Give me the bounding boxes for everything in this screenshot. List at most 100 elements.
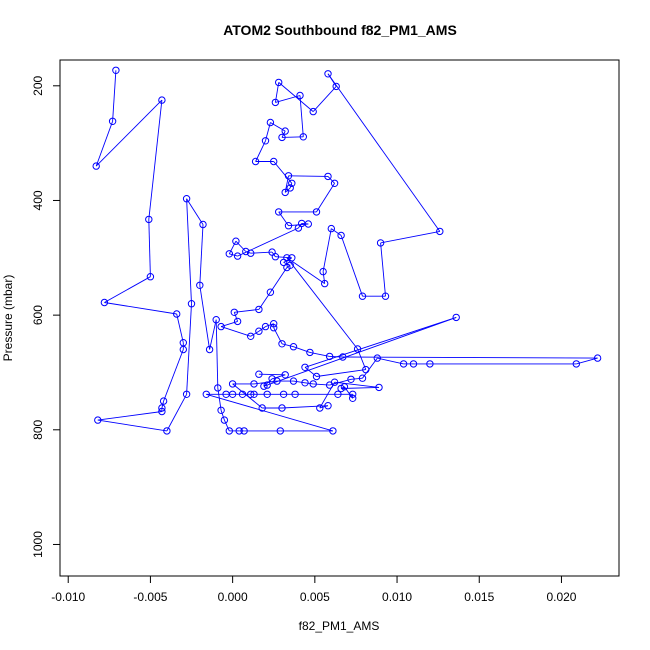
series-points — [92, 66, 602, 435]
data-point — [349, 390, 357, 398]
data-point — [159, 397, 168, 405]
series-segment — [271, 251, 276, 257]
data-point — [299, 133, 307, 141]
series-segment — [281, 343, 294, 348]
data-point — [196, 281, 204, 289]
series-segment — [95, 121, 114, 167]
data-point — [230, 308, 239, 316]
series-segment — [304, 316, 457, 368]
data-point — [301, 363, 309, 371]
data-point — [304, 220, 312, 228]
data-point — [270, 157, 278, 166]
series-segment — [350, 377, 363, 380]
data-point — [375, 383, 383, 392]
series-segment — [322, 228, 332, 272]
data-point — [225, 427, 234, 435]
data-point — [312, 208, 321, 216]
data-point — [324, 70, 332, 78]
data-point — [212, 316, 220, 324]
data-point — [327, 224, 335, 233]
data-point — [182, 390, 191, 398]
data-point — [225, 250, 234, 258]
data-point — [179, 345, 188, 354]
series-segment — [299, 95, 304, 137]
x-tick-label: 0.015 — [464, 590, 494, 604]
data-point — [258, 404, 266, 412]
series-segment — [275, 95, 301, 103]
data-point — [205, 345, 214, 354]
data-point — [158, 96, 166, 104]
data-point — [349, 394, 357, 402]
data-point — [309, 380, 317, 388]
data-point — [279, 258, 288, 267]
data-point — [182, 195, 191, 203]
data-point — [316, 404, 324, 412]
data-point — [92, 162, 100, 170]
data-point — [271, 98, 280, 107]
series-segment — [186, 303, 192, 395]
data-point — [268, 375, 276, 383]
data-point — [339, 353, 347, 361]
data-point — [233, 317, 242, 326]
data-point — [288, 179, 296, 188]
data-point — [238, 390, 247, 398]
series-segment — [217, 387, 222, 411]
data-point — [100, 298, 109, 307]
data-point — [284, 222, 293, 230]
data-point — [373, 354, 381, 362]
x-tick-label: -0.005 — [133, 590, 167, 604]
data-point — [255, 370, 263, 378]
data-point — [187, 300, 196, 308]
data-point — [228, 390, 237, 398]
data-point — [94, 416, 102, 424]
series-segment — [286, 257, 325, 284]
y-axis-label: Pressure (mbar) — [1, 275, 15, 362]
series-segment — [278, 82, 314, 112]
data-point — [286, 261, 294, 269]
data-point — [381, 292, 390, 300]
y-tick-label: 400 — [31, 190, 45, 210]
series-segment — [286, 257, 358, 350]
data-point — [426, 360, 434, 368]
x-tick-label: 0.005 — [300, 590, 330, 604]
data-point — [325, 352, 334, 361]
series-segment — [380, 242, 386, 297]
y-tick-label: 1000 — [31, 531, 45, 558]
series-segment — [289, 183, 293, 189]
series-segment — [304, 382, 314, 385]
data-point — [112, 66, 120, 75]
series-segment — [229, 253, 238, 257]
data-point — [250, 390, 258, 398]
data-point — [337, 231, 345, 240]
series-segment — [176, 313, 184, 343]
series-segment — [112, 70, 117, 122]
series-segment — [312, 86, 337, 112]
data-point — [173, 310, 181, 318]
data-point — [281, 127, 289, 135]
series-segment — [293, 346, 311, 353]
series-segment — [186, 198, 192, 304]
series-lines — [95, 70, 598, 432]
data-point — [330, 179, 339, 188]
series-segment — [234, 308, 259, 313]
series-segment — [327, 73, 441, 232]
series-segment — [215, 319, 219, 388]
series-segment — [267, 316, 457, 386]
chart-title: ATOM2 Southbound f82_PM1_AMS — [223, 22, 457, 38]
data-point — [572, 360, 580, 368]
data-point — [306, 348, 314, 357]
data-point — [409, 360, 418, 368]
series-segment — [334, 381, 380, 388]
series-segment — [233, 312, 239, 322]
data-point — [399, 360, 408, 368]
data-point — [278, 404, 286, 412]
y-tick-label: 600 — [31, 305, 45, 325]
series-segment — [316, 369, 366, 377]
y-axis: 200 400 600 800 1000 — [31, 75, 61, 558]
data-point — [321, 279, 329, 288]
series-segment — [377, 357, 404, 365]
data-point — [332, 82, 340, 91]
series-segment — [281, 405, 329, 409]
series-segment — [340, 235, 363, 297]
series-segment — [316, 183, 335, 213]
